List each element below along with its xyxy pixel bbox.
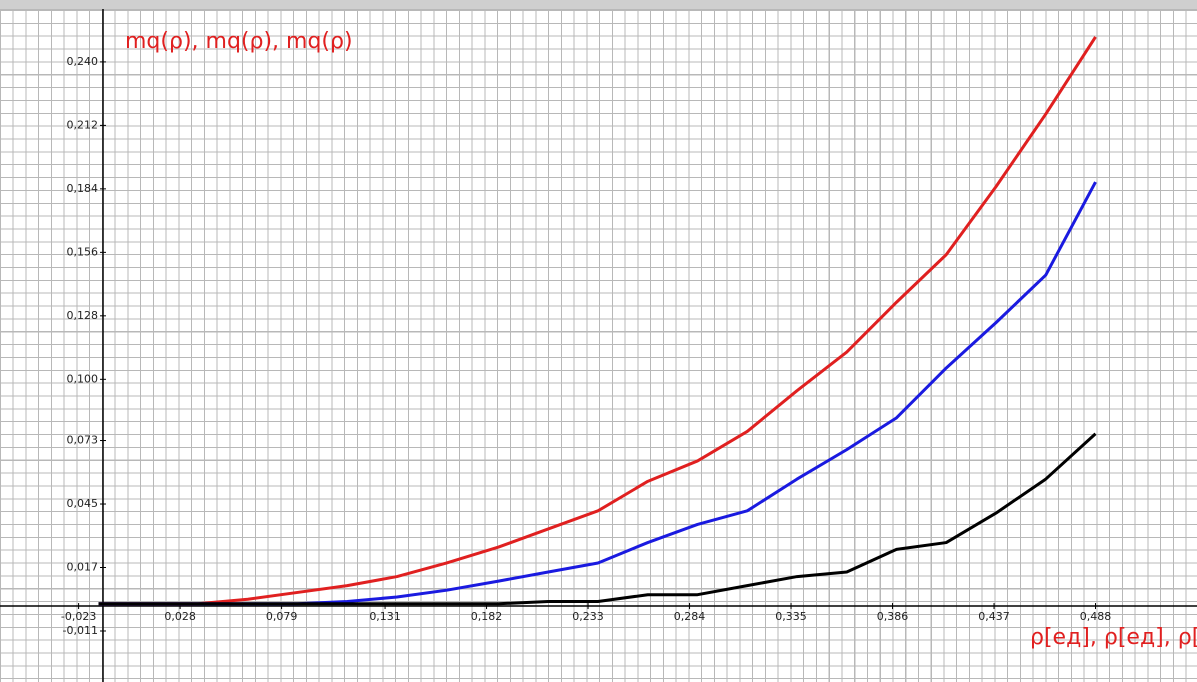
x-tick-label: 0,028 [164, 610, 196, 623]
x-tick-label: 0,386 [877, 610, 909, 623]
y-tick-label: 0,240 [67, 55, 99, 68]
x-tick-label: 0,079 [266, 610, 298, 623]
y-tick-label: 0,017 [67, 561, 99, 574]
y-tick-label: 0,156 [67, 245, 99, 258]
top-bar [0, 0, 1197, 9]
chart-title: mq(ρ), mq(ρ), mq(ρ) [125, 29, 353, 54]
x-tick-label: 0,488 [1080, 610, 1112, 623]
series-line [98, 181, 1097, 606]
y-tick-label: 0,128 [67, 309, 99, 322]
x-tick-label: 0,335 [775, 610, 807, 623]
x-axis-label: ρ[ед], ρ[ед], ρ[ед] [1030, 625, 1197, 650]
x-tick-label: 0,284 [674, 610, 706, 623]
x-tick-label: 0,182 [471, 610, 503, 623]
y-tick-label: 0,212 [67, 118, 99, 131]
y-tick-label: 0,045 [67, 497, 99, 510]
y-tick-label: 0,184 [67, 182, 99, 195]
y-tick-label: 0,100 [67, 372, 99, 385]
x-tick-label: 0,437 [978, 610, 1010, 623]
y-tick-label: 0,073 [67, 434, 99, 447]
series-line [98, 36, 1097, 606]
x-tick-label: 0,233 [572, 610, 604, 623]
y-tick-label: -0,011 [63, 624, 98, 637]
series-line [98, 432, 1097, 606]
x-tick-label: 0,131 [369, 610, 401, 623]
x-tick-label: -0,023 [61, 610, 96, 623]
